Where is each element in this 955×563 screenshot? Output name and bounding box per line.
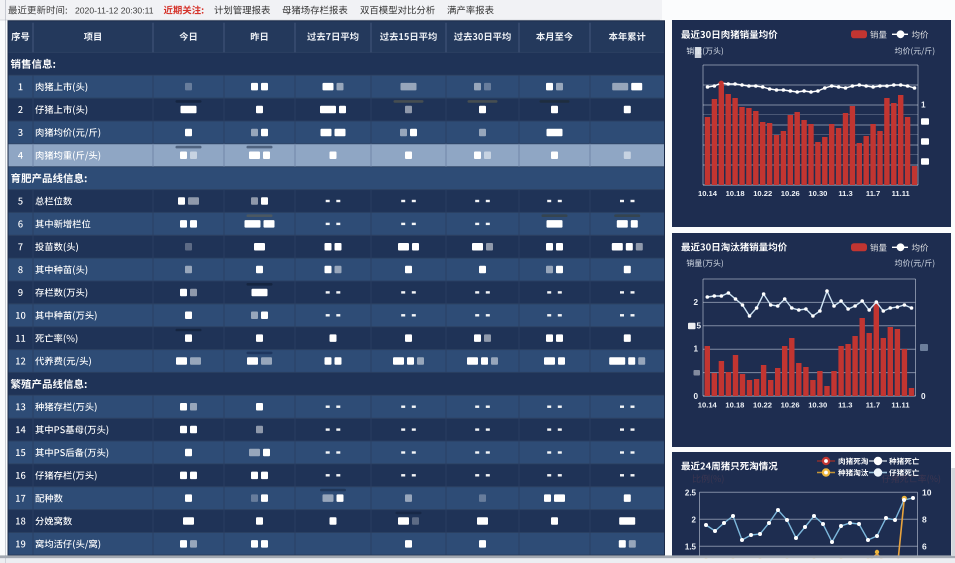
svg-text:2.5: 2.5 — [685, 488, 697, 497]
svg-text:10: 10 — [922, 487, 932, 497]
svg-text:11.3: 11.3 — [838, 189, 852, 198]
svg-text:10.14: 10.14 — [698, 189, 718, 198]
svg-text:11.11: 11.11 — [892, 189, 911, 198]
svg-text:2020-11-12 20:30:11: 2020-11-12 20:30:11 — [75, 6, 154, 16]
svg-text:1: 1 — [921, 101, 926, 110]
svg-text:5: 5 — [697, 321, 702, 330]
svg-text:10.22: 10.22 — [753, 401, 772, 410]
svg-text:11.3: 11.3 — [838, 401, 852, 410]
svg-text:2: 2 — [693, 298, 698, 307]
svg-text:6: 6 — [922, 541, 927, 551]
svg-text:11.7: 11.7 — [866, 401, 880, 410]
svg-text:11.7: 11.7 — [866, 189, 880, 198]
svg-text:1: 1 — [693, 345, 698, 354]
svg-text:8: 8 — [922, 514, 927, 524]
svg-text:10.30: 10.30 — [808, 401, 827, 410]
svg-text:0: 0 — [693, 392, 698, 401]
svg-text:10.26: 10.26 — [781, 189, 800, 198]
svg-text:10.22: 10.22 — [753, 189, 772, 198]
svg-text:10.30: 10.30 — [808, 189, 827, 198]
svg-text:10.26: 10.26 — [781, 401, 800, 410]
svg-text:10.18: 10.18 — [725, 401, 744, 410]
svg-text:10.14: 10.14 — [698, 401, 718, 410]
svg-text:10.18: 10.18 — [726, 189, 745, 198]
svg-text:0: 0 — [921, 392, 926, 401]
svg-text:11.11: 11.11 — [891, 401, 910, 410]
svg-text:2: 2 — [692, 515, 697, 524]
svg-text:1.5: 1.5 — [685, 542, 697, 551]
